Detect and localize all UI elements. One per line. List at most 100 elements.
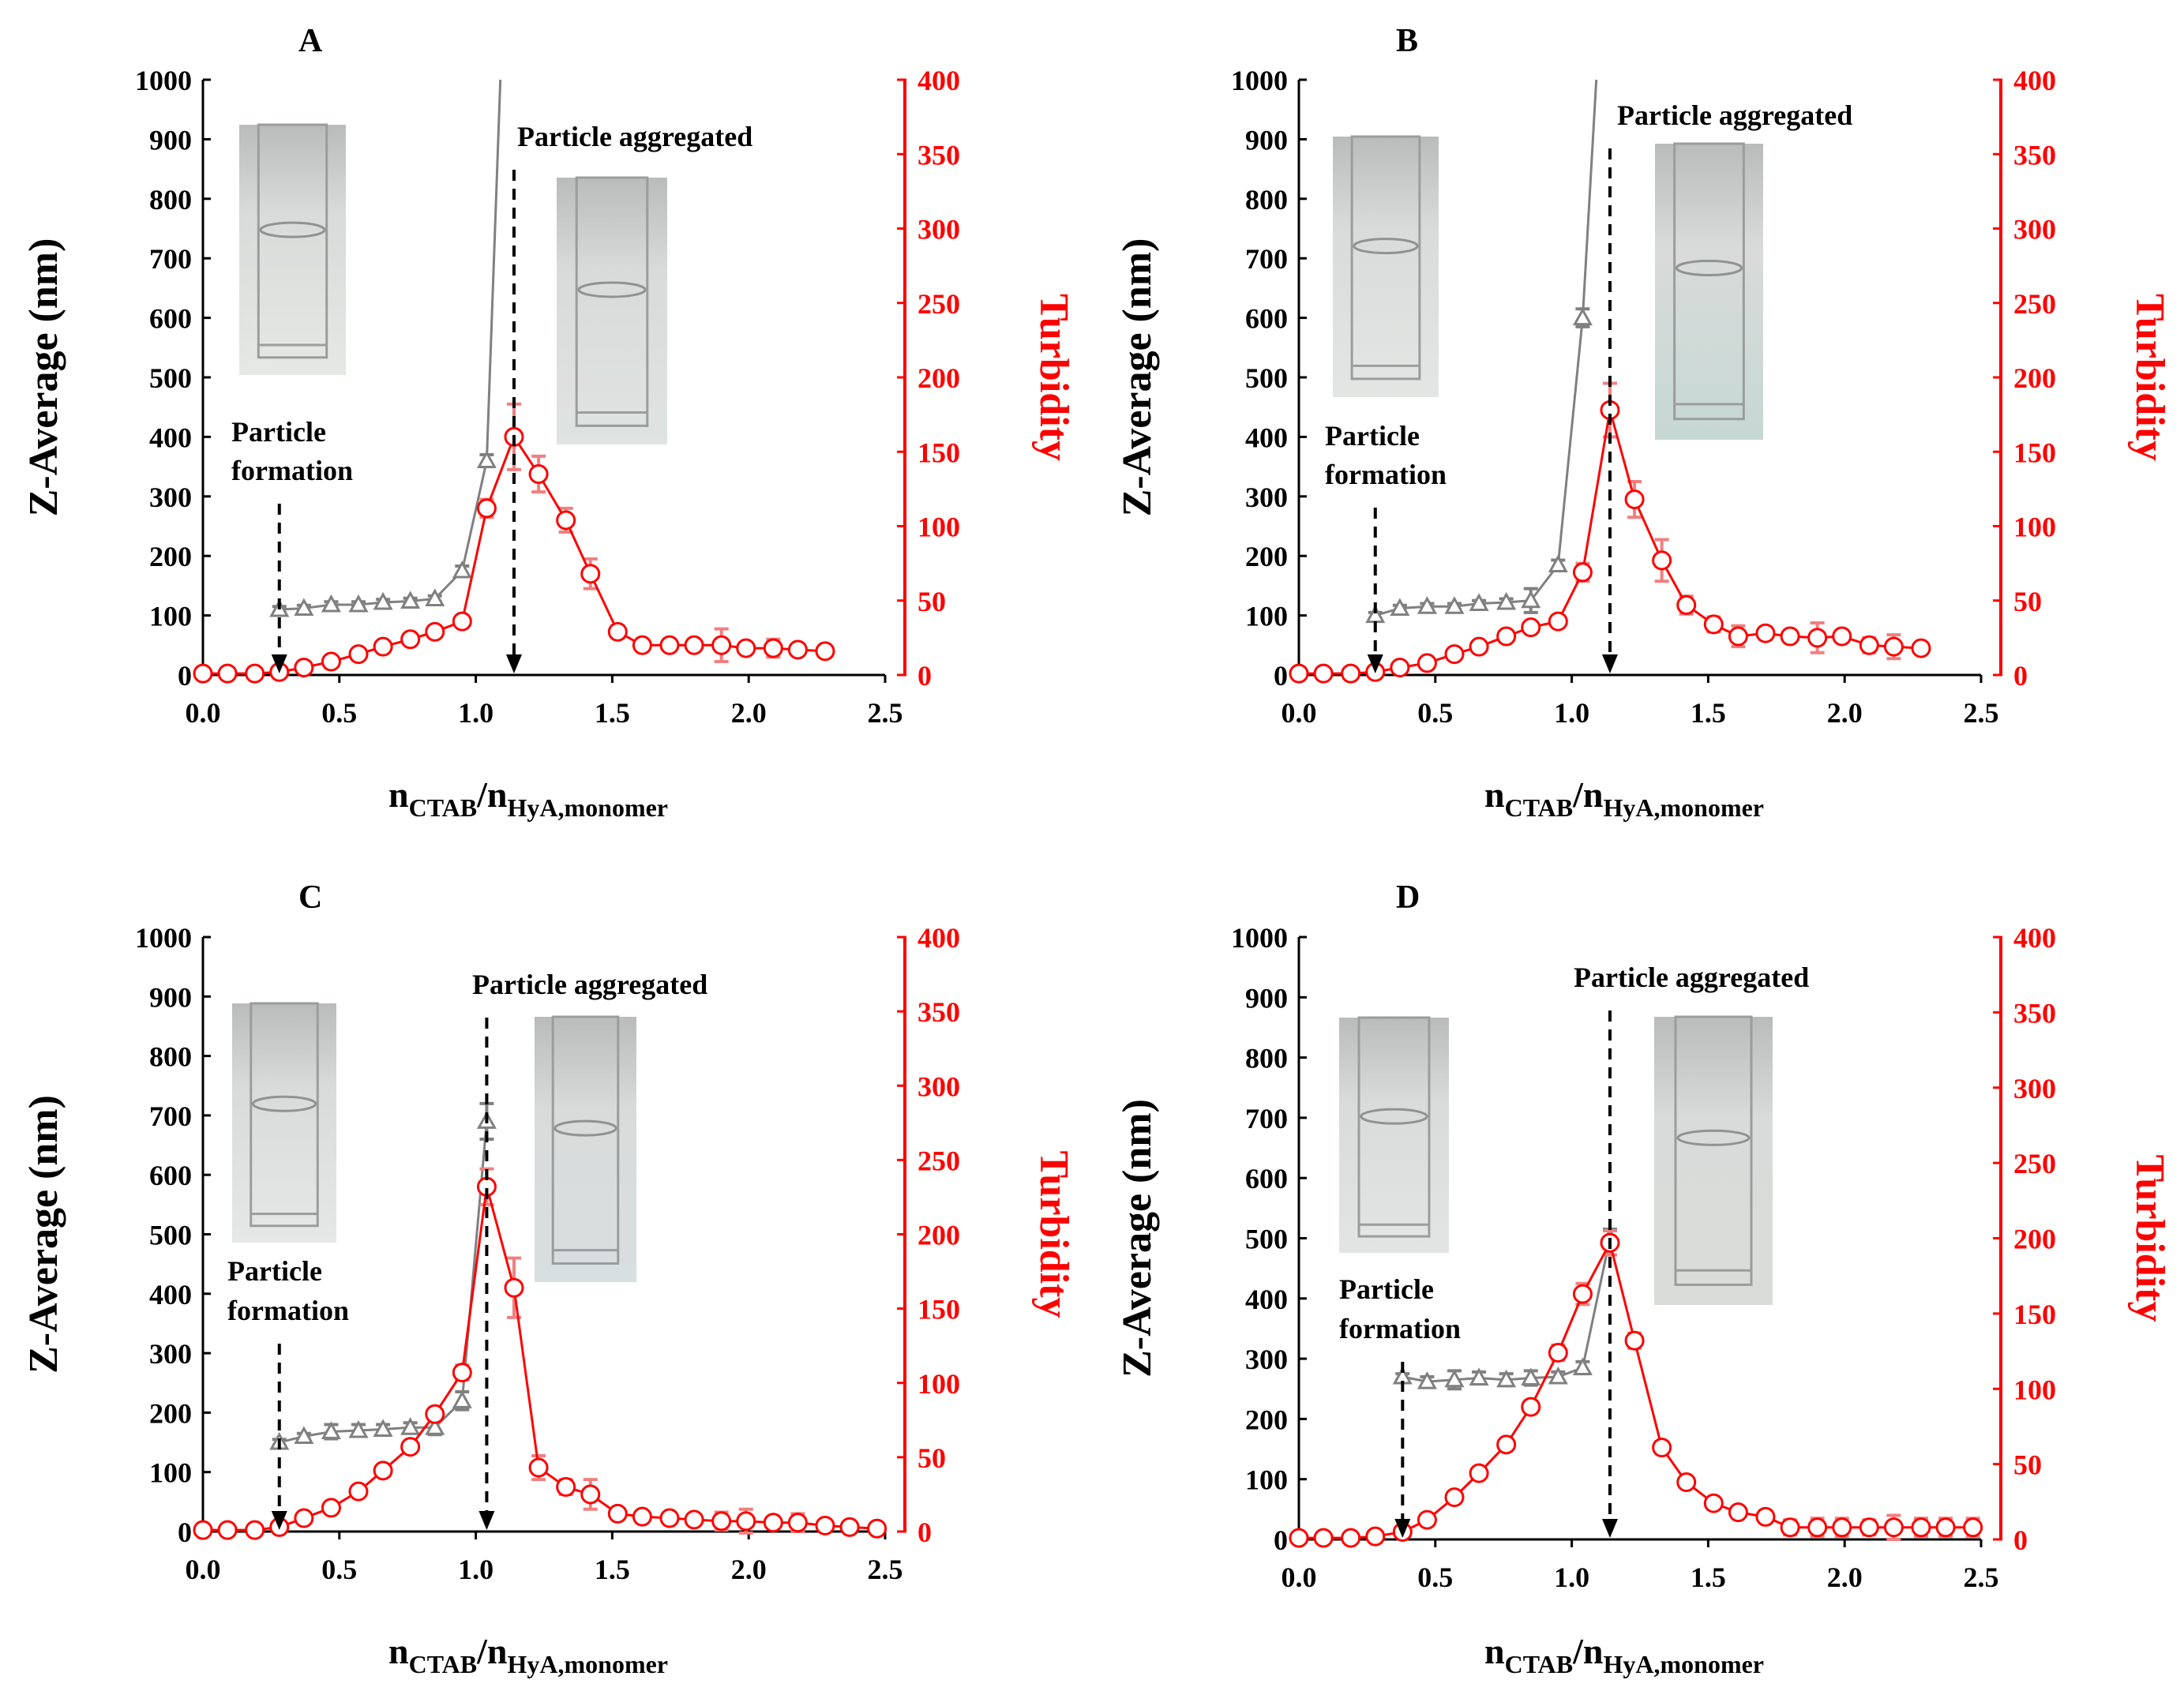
data-point — [504, 1277, 524, 1298]
photo-background — [1339, 1018, 1449, 1253]
panel-title: A — [298, 23, 323, 59]
x-axis-label: nCTAB/nHyA,monomer — [388, 1631, 668, 1678]
data-point — [1469, 1367, 1489, 1386]
data-point — [400, 1417, 421, 1435]
data-point — [348, 644, 369, 665]
right-tick-label: 200 — [2013, 362, 2056, 394]
data-point — [193, 1520, 213, 1540]
formation-arrow-head — [271, 1511, 287, 1530]
right-tick-label: 200 — [2013, 1224, 2056, 1255]
data-point — [1417, 653, 1437, 673]
cuvette-photo — [1339, 1016, 1449, 1253]
data-point — [1469, 636, 1489, 657]
liquid-meniscus — [1353, 238, 1419, 255]
x-tick-label: 0.5 — [321, 1554, 357, 1585]
right-tick-label: 100 — [2013, 512, 2056, 543]
left-tick-label: 300 — [1245, 482, 1288, 513]
data-point — [736, 638, 756, 658]
x-tick-label: 2.0 — [1827, 697, 1863, 729]
left-tick-label: 100 — [1245, 601, 1288, 632]
left-tick-label: 800 — [149, 184, 192, 216]
data-point — [1807, 1517, 1828, 1538]
data-point — [1417, 1509, 1437, 1530]
left-tick-label: 300 — [149, 482, 192, 513]
data-point — [867, 1518, 887, 1539]
right-tick-label: 250 — [2013, 1148, 2056, 1179]
photo-background — [1654, 1017, 1773, 1305]
x-tick-label: 1.0 — [458, 697, 493, 729]
data-point — [1728, 1502, 1748, 1523]
right-axis-label: Turbidity — [1031, 1151, 1076, 1318]
aggregated-label: Particle aggregated — [472, 969, 707, 1000]
data-point — [245, 1520, 265, 1540]
right-tick-label: 400 — [918, 65, 960, 96]
turbidity-series — [193, 402, 835, 684]
right-tick-label: 300 — [2013, 1073, 2056, 1104]
right-axis-label: Turbidity — [2127, 294, 2172, 461]
x-tick-label: 0.5 — [1417, 697, 1453, 729]
data-point — [294, 658, 314, 678]
data-point — [632, 1506, 652, 1527]
left-tick-label: 400 — [1245, 422, 1288, 453]
right-tick-label: 0 — [2013, 1524, 2028, 1556]
right-tick-label: 0 — [2013, 660, 2028, 692]
left-tick-label: 700 — [149, 243, 192, 275]
liquid-meniscus — [1360, 1108, 1428, 1125]
x-tick-label: 0.5 — [1417, 1562, 1453, 1593]
plot-area — [193, 79, 835, 684]
left-tick-label: 300 — [149, 1338, 192, 1370]
left-axis-label: Z-Average (nm) — [21, 1095, 66, 1374]
formation-label: Particle — [1325, 420, 1420, 452]
data-point — [1572, 1284, 1593, 1304]
data-point — [1728, 626, 1748, 647]
data-point — [1676, 594, 1697, 615]
data-point — [193, 663, 213, 684]
formation-arrow-head — [1394, 1519, 1411, 1538]
x-axis-label: nCTAB/nHyA,monomer — [1484, 774, 1764, 822]
data-point — [1624, 489, 1645, 510]
data-point — [1624, 1330, 1645, 1351]
cuvette-photo — [239, 123, 346, 375]
photo-background — [232, 1003, 336, 1243]
x-axis-label-sub: CTAB — [1505, 793, 1574, 822]
right-tick-label: 250 — [2013, 288, 2056, 320]
liquid-meniscus — [259, 221, 326, 238]
formation-label: Particle — [231, 416, 326, 448]
left-tick-label: 600 — [149, 303, 192, 335]
data-point — [321, 1421, 341, 1439]
aggregated-label: Particle aggregated — [1617, 99, 1852, 131]
x-tick-label: 2.0 — [1827, 1562, 1863, 1593]
data-point — [1832, 1517, 1852, 1538]
cuvette-photo — [1655, 142, 1763, 440]
data-point — [580, 564, 601, 584]
aggregated-arrow-head — [478, 1511, 495, 1530]
data-point — [632, 635, 652, 655]
formation-label: Particle — [227, 1255, 322, 1287]
cuvette-outline — [1674, 1015, 1753, 1286]
formation-arrow-head — [271, 654, 287, 673]
data-point — [580, 1484, 601, 1505]
plot-area — [1289, 1228, 1983, 1548]
plot-area — [1289, 79, 1931, 684]
left-tick-label: 100 — [149, 601, 192, 632]
panel-d: D 0 100 200 300 400 500 600 700 800 900 1000 0 50 100 1… — [1115, 879, 2172, 1678]
left-tick-label: 0 — [1274, 1524, 1288, 1556]
data-point — [1521, 1367, 1541, 1386]
left-tick-label: 300 — [1245, 1344, 1288, 1375]
x-tick-label: 2.0 — [731, 1554, 767, 1585]
data-point — [1572, 562, 1593, 583]
data-point — [1341, 663, 1361, 684]
formation-label: formation — [227, 1295, 349, 1326]
left-tick-label: 500 — [1245, 362, 1288, 394]
left-tick-label: 500 — [149, 1220, 192, 1251]
data-point — [659, 635, 680, 655]
right-tick-label: 150 — [918, 437, 960, 468]
left-tick-label: 0 — [178, 1517, 192, 1548]
right-tick-label: 0 — [918, 1517, 932, 1548]
right-tick-label: 100 — [918, 512, 960, 543]
photo-background — [1333, 137, 1439, 397]
left-tick-label: 500 — [149, 362, 192, 394]
left-tick-label: 1000 — [1231, 65, 1288, 96]
data-point — [763, 638, 783, 658]
turbidity-series — [1289, 381, 1931, 684]
